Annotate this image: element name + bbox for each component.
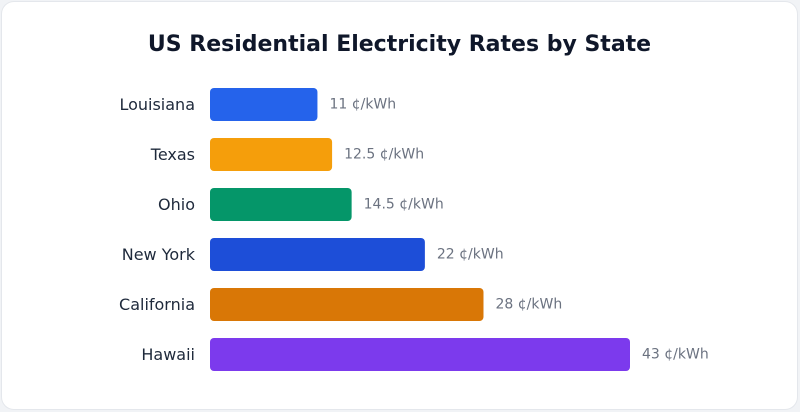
category-label-texas: Texas (150, 145, 195, 164)
category-label-ohio: Ohio (158, 195, 195, 214)
value-label-ohio: 14.5 ¢/kWh (364, 197, 444, 213)
value-label-texas: 12.5 ¢/kWh (344, 147, 424, 163)
bar-new-york (210, 238, 425, 271)
value-label-new-york: 22 ¢/kWh (437, 247, 504, 263)
value-label-hawaii: 43 ¢/kWh (642, 347, 709, 363)
value-label-california: 28 ¢/kWh (495, 297, 562, 313)
bar-california (210, 288, 484, 321)
value-label-louisiana: 11 ¢/kWh (329, 97, 396, 113)
bar-hawaii (210, 338, 630, 371)
chart-title: US Residential Electricity Rates by Stat… (147, 32, 652, 57)
bar-texas (210, 138, 333, 171)
category-label-california: California (119, 295, 195, 314)
category-label-new-york: New York (122, 245, 196, 264)
bar-ohio (210, 188, 352, 221)
bar-louisiana (210, 88, 318, 121)
category-label-louisiana: Louisiana (119, 95, 195, 114)
category-label-hawaii: Hawaii (141, 345, 195, 364)
